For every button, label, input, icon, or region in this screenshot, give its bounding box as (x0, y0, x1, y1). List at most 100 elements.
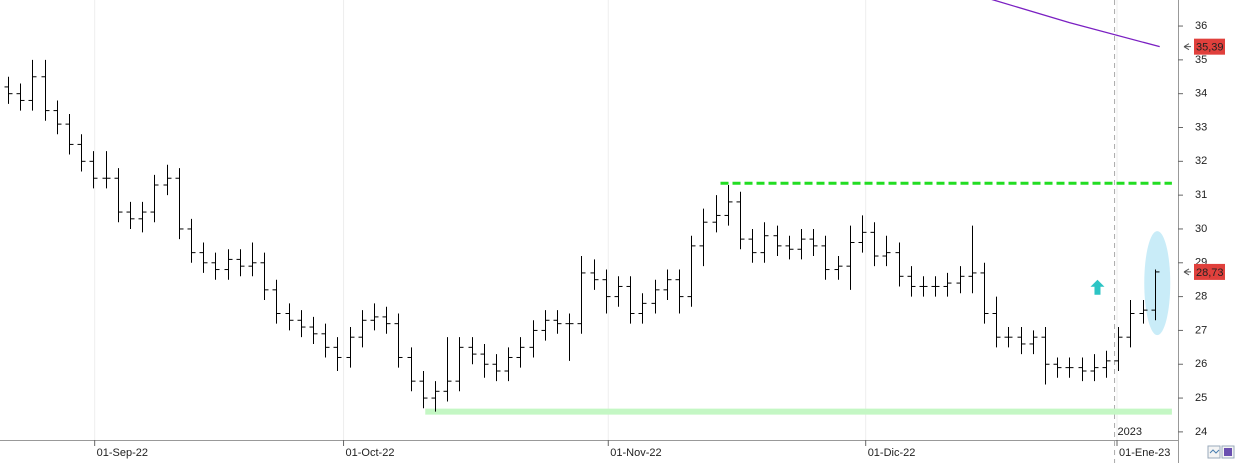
ohlc-bar (16, 83, 25, 111)
ohlc-bar (1090, 354, 1099, 382)
ohlc-bar (1017, 327, 1026, 355)
y-tick-label: 34 (1195, 88, 1207, 100)
y-tick-label: 28 (1195, 291, 1207, 303)
y-tick-label: 25 (1195, 392, 1207, 404)
price-label: 35,39 (1196, 42, 1224, 54)
ohlc-bar (431, 381, 440, 412)
ohlc-bar (382, 306, 391, 334)
ohlc-bar (1029, 330, 1038, 355)
ohlc-bar (333, 337, 342, 372)
ohlc-bar (736, 191, 745, 250)
ohlc-bar (163, 164, 172, 196)
ohlc-bar (4, 76, 13, 104)
price-marker (1183, 268, 1191, 276)
ohlc-bar (712, 195, 721, 233)
ohlc-bar (175, 168, 184, 240)
ohlc-bar (89, 151, 98, 189)
ohlc-bar (980, 262, 989, 324)
ohlc-bar (1078, 357, 1087, 382)
ohlc-bar (187, 218, 196, 263)
ohlc-bar (821, 235, 830, 280)
ohlc-bar (870, 222, 879, 267)
ohlc-bar (907, 266, 916, 297)
ohlc-bar (773, 225, 782, 257)
zoom-button[interactable] (1207, 445, 1221, 459)
ohlc-bar (272, 279, 281, 324)
y-tick-label: 30 (1195, 223, 1207, 235)
ohlc-bar (407, 347, 416, 392)
ohlc-bar (455, 337, 464, 392)
ohlc-bar (529, 320, 538, 358)
ohlc-bar (394, 313, 403, 368)
ohlc-bar (931, 276, 940, 297)
ohlc-bar (480, 343, 489, 378)
ohlc-bar (492, 354, 501, 382)
ohlc-bar (260, 252, 269, 300)
y-tick-label: 35 (1195, 54, 1207, 66)
x-tick-label: 01-Nov-22 (610, 447, 661, 459)
ohlc-bar (943, 272, 952, 297)
x-tick-label: 01-Dic-22 (868, 447, 916, 459)
y-tick-label: 33 (1195, 121, 1207, 133)
ohlc-bar (516, 337, 525, 368)
ohlc-bar (919, 276, 928, 297)
ohlc-bar (663, 269, 672, 300)
price-label-box (1194, 38, 1225, 55)
ohlc-bar (126, 201, 135, 229)
ohlc-bar (443, 337, 452, 402)
zoom-icon (1209, 449, 1220, 454)
ohlc-bar (102, 151, 111, 189)
ohlc-bar (882, 235, 891, 267)
ohlc-bar (211, 252, 220, 280)
y-tick-label: 27 (1195, 324, 1207, 336)
ohlc-bar (895, 242, 904, 287)
ohlc-bar (956, 266, 965, 294)
ohlc-bar (419, 371, 428, 409)
ohlc-bar (1114, 327, 1123, 372)
ohlc-bar (1139, 299, 1148, 324)
ohlc-bar (321, 323, 330, 358)
price-label: 28,73 (1196, 267, 1224, 279)
arrow (1090, 279, 1105, 295)
year-label: 2023 (1118, 426, 1142, 438)
ohlc-bar (760, 222, 769, 263)
ohlc-bar (199, 242, 208, 273)
ohlc-bar (1053, 357, 1062, 378)
ohlc-bar (77, 134, 86, 172)
moving-average (991, 0, 1160, 48)
price-marker (1183, 43, 1191, 51)
ohlc-bar (468, 337, 477, 365)
x-tick-label: 01-Ene-23 (1119, 447, 1170, 459)
ohlc-bar (1151, 269, 1160, 321)
ohlc-bar (626, 276, 635, 324)
ohlc-bar (797, 228, 806, 260)
ohlc-bar (150, 174, 159, 223)
ohlc-bar (28, 59, 37, 111)
ohlc-bar (602, 269, 611, 314)
ohlc-bar (809, 228, 818, 257)
ohlc-bar (1004, 327, 1013, 348)
ohlc-bar (224, 249, 233, 280)
ohlc-bar (724, 184, 733, 226)
ohlc-bar (346, 327, 355, 368)
ohlc-bar (370, 303, 379, 331)
ohlc-bar (858, 215, 867, 253)
ohlc-bar (138, 201, 147, 233)
ohlc-bar (565, 313, 574, 361)
ohlc-bar (504, 347, 513, 382)
ohlc-bar (785, 235, 794, 260)
ohlc-bar (309, 316, 318, 344)
y-tick-label: 26 (1195, 358, 1207, 370)
ohlc-bar (541, 310, 550, 341)
ohlc-bar (1102, 350, 1111, 378)
ohlc-bar (651, 279, 660, 314)
x-tick-label: 01-Sep-22 (97, 447, 148, 459)
y-tick-label: 32 (1195, 155, 1207, 167)
ohlc-bar (553, 310, 562, 334)
ohlc-bar (590, 259, 599, 290)
ohlc-bar (687, 235, 696, 307)
ohlc-bar (358, 310, 367, 348)
ohlc-bar (748, 228, 757, 263)
price-label-box (1194, 263, 1225, 280)
